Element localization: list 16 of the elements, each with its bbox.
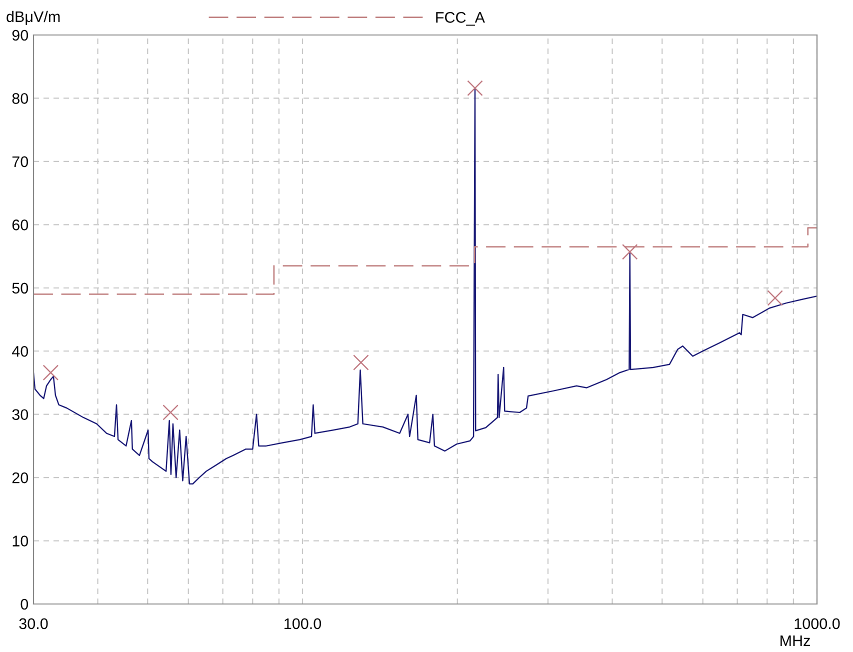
y-tick-label: 60 xyxy=(12,220,28,230)
x-tick-label: 30.0 xyxy=(19,618,48,630)
y-tick-label: 40 xyxy=(12,346,28,357)
y-tick-label: 90 xyxy=(12,30,28,41)
x-tick-label: 100.0 xyxy=(284,618,322,630)
y-tick-label: 80 xyxy=(12,93,28,104)
y-tick-label: 0 xyxy=(20,598,28,610)
y-tick-label: 70 xyxy=(12,156,28,168)
y-tick-label: 20 xyxy=(12,472,28,484)
x-tick-label: 1000.0 xyxy=(794,618,840,630)
text: FCC_A xyxy=(436,12,485,26)
y-tick-label: 30 xyxy=(12,409,28,420)
y-tick-label: 50 xyxy=(12,282,28,294)
x-axis-title: MHz xyxy=(780,635,810,646)
y-tick-label: 10 xyxy=(12,536,28,546)
y-axis-title: dBμV/m xyxy=(6,10,60,25)
